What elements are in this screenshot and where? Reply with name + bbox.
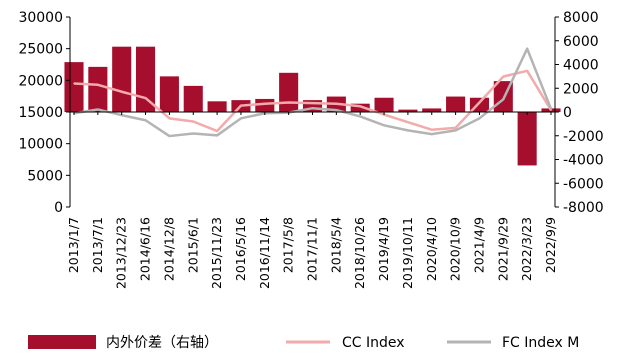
- spread-bar: [183, 85, 203, 112]
- spread-bar: [112, 46, 132, 112]
- fc-index-m-point: [430, 133, 433, 135]
- cc-index-point: [359, 105, 362, 108]
- fc-index-m-point: [478, 117, 481, 120]
- x-tick-label: 2021/9/29: [495, 217, 510, 281]
- x-tick-label: 2022/3/23: [519, 217, 534, 281]
- fc-index-m-point: [168, 135, 171, 137]
- spread-bar: [302, 100, 323, 112]
- spread-bar: [255, 98, 275, 112]
- x-tick-label: 2020/4/10: [424, 217, 439, 281]
- cc-index-point: [407, 121, 409, 123]
- x-tick-label: 2013/1/7: [66, 217, 81, 273]
- fc-index-m-point: [97, 108, 99, 111]
- cc-index-point: [478, 101, 481, 104]
- x-tick-label: 2014/12/8: [161, 217, 176, 281]
- cc-index-point: [264, 102, 266, 105]
- x-tick-label: 2015/6/1: [185, 217, 200, 273]
- x-tick-label: 2019/4/19: [376, 217, 391, 281]
- spread-bar: [88, 66, 108, 112]
- y-left-tick-label: 0: [54, 200, 63, 216]
- cc-index-point: [335, 102, 338, 105]
- legend-label-spread: 内外价差（右轴）: [106, 335, 218, 351]
- y-right-tick-label: -2000: [563, 129, 604, 145]
- x-tick-label: 2013/7/1: [90, 217, 105, 273]
- cc-index-point: [550, 109, 552, 111]
- cc-index-point: [168, 117, 171, 120]
- x-tick-label: 2014/6/16: [138, 217, 153, 281]
- cc-index-point: [502, 75, 505, 78]
- cc-index-point: [526, 70, 528, 72]
- cc-index-point: [311, 102, 314, 104]
- cc-index-point: [454, 127, 457, 129]
- plot-area: [64, 46, 561, 166]
- spread-bar: [517, 112, 537, 166]
- x-tick-label: 2018/5/4: [328, 217, 343, 273]
- fc-index-m-point: [502, 98, 505, 101]
- x-tick-label: 2015/11/23: [209, 217, 224, 289]
- y-left-tick-label: 20000: [18, 73, 63, 89]
- fc-index-m-point: [550, 108, 552, 110]
- spread-bar: [446, 96, 466, 112]
- x-tick-label: 2021/4/9: [471, 217, 486, 273]
- fc-index-m-point: [192, 132, 195, 135]
- y-left-tick-label: 25000: [18, 42, 63, 58]
- cc-index-point: [430, 128, 433, 131]
- y-right-tick-label: 2000: [563, 81, 599, 97]
- y-right-tick-label: -4000: [563, 153, 604, 169]
- legend: 内外价差（右轴） CC Index FC Index M: [28, 335, 579, 351]
- x-tick-label: 2018/10/26: [352, 217, 367, 289]
- spread-bar: [64, 62, 84, 112]
- y-right-tick-label: 8000: [563, 10, 599, 26]
- x-tick-label: 2016/5/16: [233, 217, 248, 281]
- y-left-tick-label: 30000: [18, 10, 63, 26]
- fc-index-m-point: [144, 119, 147, 122]
- fc-index-m-point: [216, 134, 218, 137]
- y-right-tick-label: 0: [563, 105, 572, 121]
- y-right-tick-label: -8000: [563, 200, 604, 216]
- spread-bar: [398, 109, 418, 112]
- fc-index-m-point: [407, 129, 409, 132]
- fc-index-m-point: [335, 109, 338, 111]
- cc-index-point: [240, 104, 242, 107]
- x-tick-label: 2016/11/14: [257, 217, 272, 289]
- y-right-tick-label: 4000: [563, 58, 599, 74]
- spread-bar: [159, 76, 179, 112]
- cc-index-point: [144, 97, 147, 99]
- cc-index-point: [192, 120, 195, 123]
- legend-label-cc-index: CC Index: [342, 335, 405, 351]
- spread-bar: [207, 101, 227, 112]
- legend-swatch-spread: [28, 335, 96, 349]
- x-tick-label: 2017/5/8: [281, 217, 296, 273]
- legend-label-fc-index-m: FC Index M: [502, 335, 579, 351]
- cc-index-point: [120, 90, 123, 93]
- y-right-tick-label: -6000: [563, 176, 604, 192]
- fc-index-m-point: [240, 117, 242, 120]
- spread-bar: [279, 72, 299, 112]
- y-right-tick-label: 6000: [563, 34, 599, 50]
- y-left-tick-label: 15000: [18, 105, 63, 121]
- cc-index-point: [73, 82, 75, 85]
- fc-index-m-point: [383, 124, 385, 127]
- fc-index-m-point: [359, 115, 362, 118]
- cc-index-point: [97, 83, 99, 86]
- fc-index-m-point: [454, 129, 457, 132]
- spread-bar: [422, 108, 442, 112]
- fc-index-m-point: [526, 47, 528, 50]
- x-tick-label: 2019/10/11: [400, 217, 415, 289]
- spread-bar: [374, 97, 394, 112]
- cc-index-point: [216, 130, 218, 132]
- y-left-tick-label: 5000: [27, 168, 63, 184]
- x-axis: 2013/1/7 2013/7/1 2013/12/23 2014/6/16 2014/…: [66, 111, 558, 289]
- x-tick-label: 2022/9/9: [543, 217, 558, 273]
- x-tick-label: 2017/11/1: [305, 217, 320, 281]
- fc-index-m-point: [311, 107, 314, 109]
- x-tick-label: 2020/10/9: [448, 217, 463, 281]
- x-tick-label: 2013/12/23: [114, 217, 129, 289]
- y-left-tick-label: 10000: [18, 137, 63, 153]
- y-axis-left: 0 5000 10000 15000 20000 25000 30000: [18, 10, 71, 216]
- spread-bar: [350, 103, 370, 112]
- y-axis-right: -8000 -6000 -4000 -2000 0 2000 4000 6000 8000: [554, 10, 604, 216]
- cc-index-point: [287, 101, 290, 104]
